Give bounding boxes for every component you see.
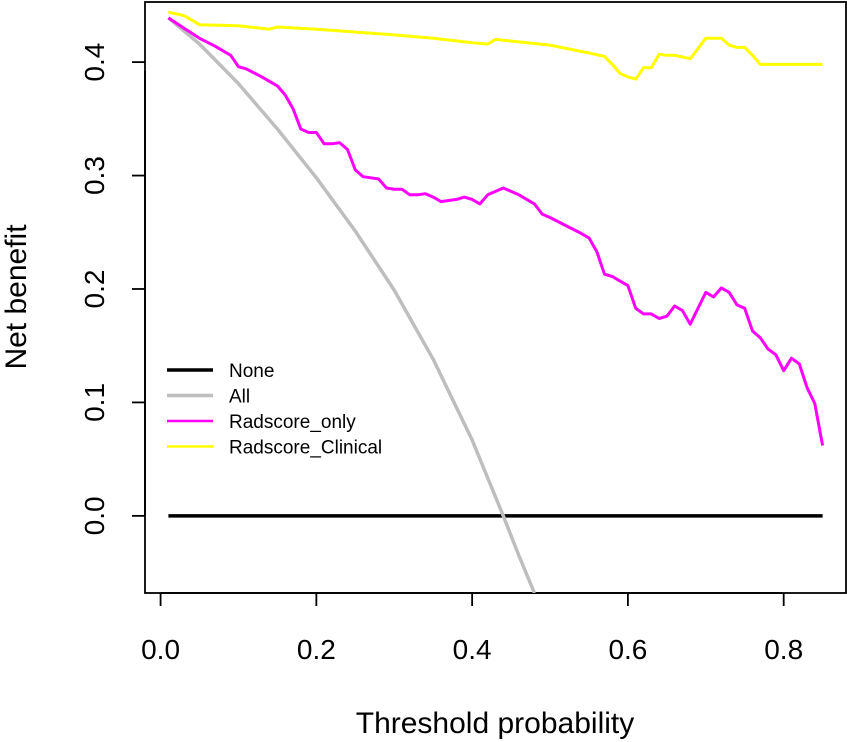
- y-tick-label: 0.4: [79, 43, 110, 82]
- series-line-all: [167, 16, 537, 593]
- x-tick-label: 0.6: [608, 634, 647, 665]
- x-tick-label: 0.4: [453, 634, 492, 665]
- legend-label-radscore-clinical: Radscore_Clinical: [229, 438, 382, 459]
- x-tick-label: 0.2: [297, 634, 336, 665]
- legend: None All Radscore_only Radscore_Clinical: [167, 361, 382, 459]
- legend-label-radscore-only: Radscore_only: [229, 412, 356, 433]
- y-tick-label: 0.0: [79, 496, 110, 535]
- y-axis: 0.0 0.1 0.2 0.3 0.4: [79, 43, 146, 535]
- y-tick-label: 0.1: [79, 383, 110, 422]
- y-tick-label: 0.2: [79, 270, 110, 309]
- x-axis: 0.0 0.2 0.4 0.6 0.8: [141, 592, 803, 665]
- x-tick-label: 0.0: [141, 634, 180, 665]
- series-line-radscore-clinical: [168, 10, 823, 81]
- legend-label-none: None: [229, 361, 274, 382]
- x-axis-title: Threshold probability: [356, 707, 634, 740]
- plot-frame: [144, 1, 847, 594]
- series-line-radscore-only: [167, 16, 825, 446]
- y-tick-label: 0.3: [79, 156, 110, 195]
- y-axis-title: Net benefit: [0, 224, 33, 370]
- legend-label-all: All: [229, 387, 250, 408]
- x-tick-label: 0.8: [764, 634, 803, 665]
- series-layer: [167, 10, 825, 593]
